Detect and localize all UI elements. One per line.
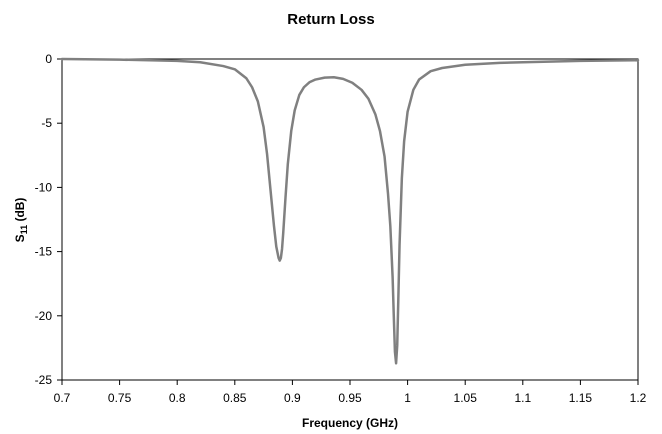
x-tick-label-8: 1.1 bbox=[514, 391, 531, 405]
x-axis-label: Frequency (GHz) bbox=[302, 416, 398, 430]
x-tick-label-6: 1 bbox=[404, 391, 411, 405]
x-tick-label-9: 1.15 bbox=[569, 391, 593, 405]
y-tick-label-5: -25 bbox=[35, 373, 53, 387]
s11-series-line-0 bbox=[60, 57, 640, 365]
y-tick-label-1: -5 bbox=[41, 116, 52, 130]
y-tick-label-2: -10 bbox=[35, 180, 53, 194]
y-axis-label-subscript: 11 bbox=[19, 225, 29, 235]
x-tick-label-3: 0.85 bbox=[223, 391, 247, 405]
plot-frame bbox=[61, 58, 639, 381]
y-tick-label-3: -15 bbox=[35, 245, 53, 259]
x-tick-label-7: 1.05 bbox=[454, 391, 478, 405]
plot-area: 0.7 0.75 0.8 0.85 0.9 0.95 1 1.05 1.1 1.15 1.2 0 -5 -… bbox=[35, 52, 647, 405]
chart-title: Return Loss bbox=[287, 11, 375, 28]
y-axis-label-main: S bbox=[13, 234, 27, 242]
x-tick-label-5: 0.95 bbox=[338, 391, 362, 405]
y-axis-label-unit: (dB) bbox=[13, 198, 27, 225]
y-axis-label: S11 (dB) bbox=[13, 198, 29, 243]
x-tick-label-1: 0.75 bbox=[108, 391, 132, 405]
x-tick-label-4: 0.9 bbox=[284, 391, 301, 405]
x-tick-label-0: 0.7 bbox=[54, 391, 71, 405]
y-tick-label-4: -20 bbox=[35, 309, 53, 323]
x-tick-label-2: 0.8 bbox=[169, 391, 186, 405]
x-tick-label-10: 1.2 bbox=[630, 391, 647, 405]
y-tick-label-0: 0 bbox=[45, 52, 52, 66]
